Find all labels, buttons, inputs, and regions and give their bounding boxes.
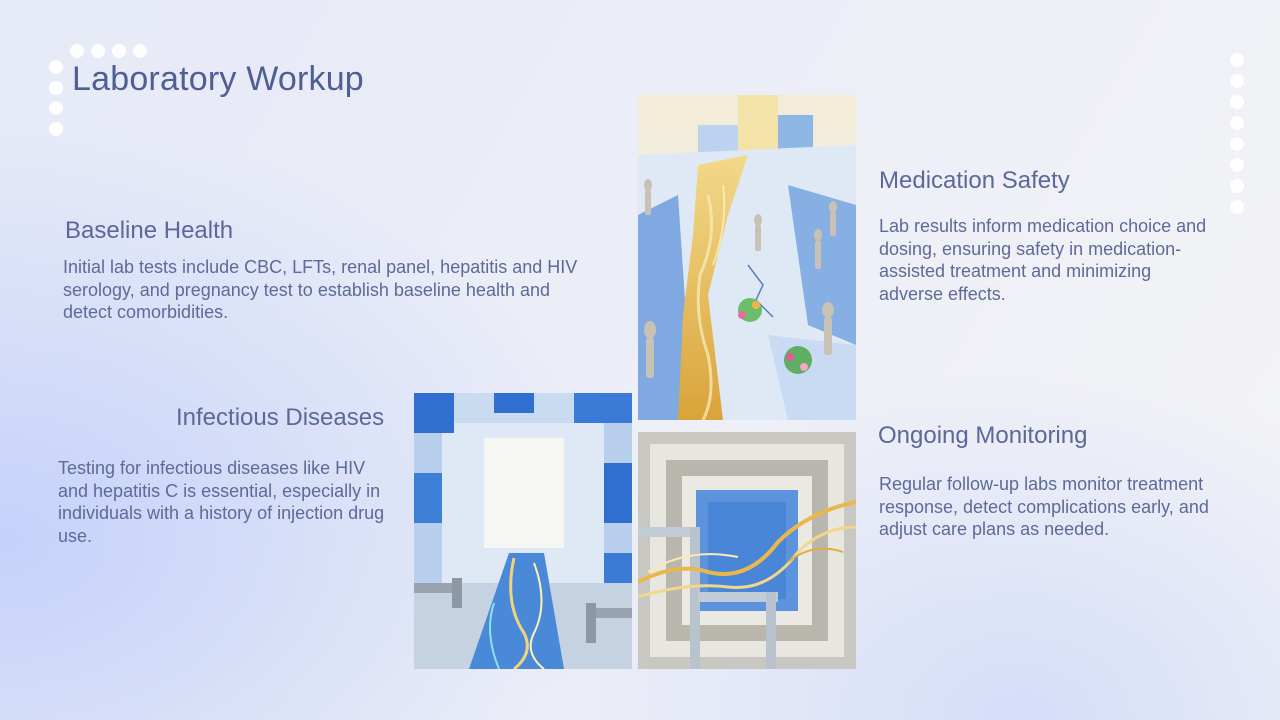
medication-text: Lab results inform medication choice and… [879,216,1207,304]
baseline-heading: Baseline Health [65,217,234,244]
golden-river-illustration [638,95,856,420]
slide-title: Laboratory Workup [72,60,364,98]
decor-dot [133,44,147,58]
decor-dot [1230,95,1244,109]
decor-dot [1230,158,1244,172]
decor-dot [70,44,84,58]
decor-dot [49,101,63,115]
medication-heading: Medication Safety [879,167,1070,194]
decor-dot [1230,179,1244,193]
decor-dot [1230,137,1244,151]
monitoring-text: Regular follow-up labs monitor treatment… [879,474,1209,539]
decor-dot [1230,200,1244,214]
baseline-text: Initial lab tests include CBC, LFTs, ren… [63,257,578,322]
image-golden-river-figures [638,95,856,420]
infectious-text: Testing for infectious diseases like HIV… [58,458,385,546]
decor-dot [1230,53,1244,67]
monitoring-heading: Ongoing Monitoring [878,422,1088,449]
decor-dot [49,81,63,95]
decor-dot [1230,74,1244,88]
decor-dot [112,44,126,58]
decor-dot [49,122,63,136]
decor-dot [91,44,105,58]
image-concrete-frame-pipes [638,432,856,669]
image-blue-tunnel-river [414,393,632,669]
frame-pipes-illustration [638,432,856,669]
decor-dot [49,60,63,74]
tunnel-river-illustration [414,393,632,669]
infectious-heading: Infectious Diseases [176,404,385,431]
decor-dot [1230,116,1244,130]
